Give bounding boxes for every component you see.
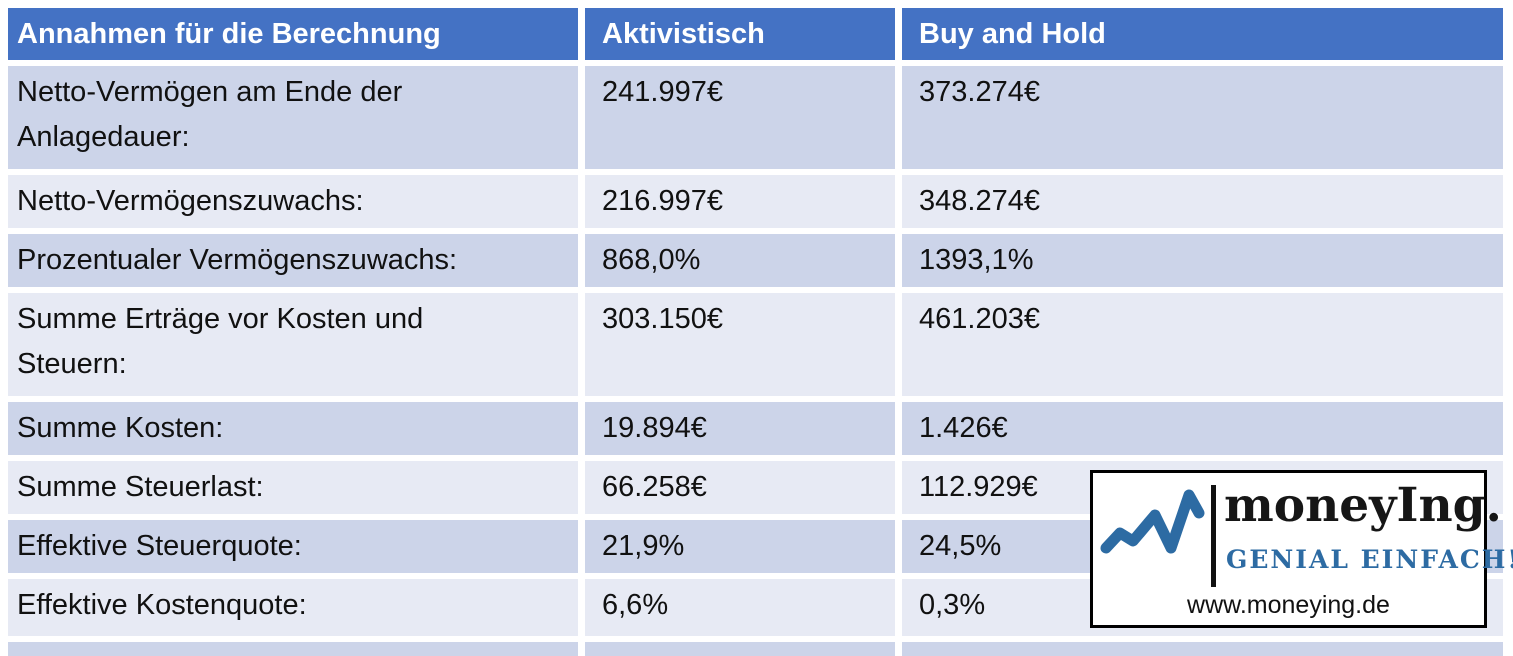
- table-row: Summe Steuerlast: 66.258€ 112.929€: [8, 461, 1503, 514]
- header-aktivistisch: Aktivistisch: [585, 8, 895, 60]
- logo-url-text: www.moneying.de: [1187, 591, 1390, 619]
- table-row: Summe Erträge vor Kosten und Steuern: 30…: [8, 293, 1503, 396]
- moneying-logo: moneyIng. GENIAL EINFACH! www.moneying.d…: [1090, 470, 1513, 628]
- row-label: Summe Steuerlast:: [8, 461, 578, 514]
- value-buy-and-hold: 1393,1%: [902, 234, 1503, 287]
- header-assumptions: Annahmen für die Berechnung: [8, 8, 578, 60]
- value-aktivistisch: 6,6%: [585, 579, 895, 636]
- row-label: Summe Kosten:: [8, 402, 578, 455]
- partial-next-row: [8, 642, 1503, 656]
- row-label: Summe Erträge vor Kosten und Steuern:: [8, 293, 578, 396]
- value-aktivistisch: 66.258€: [585, 461, 895, 514]
- comparison-table: Annahmen für die Berechnung Aktivistisch…: [8, 8, 1503, 656]
- value-aktivistisch: 868,0%: [585, 234, 895, 287]
- table-body: Netto-Vermögen am Ende der Anlagedauer: …: [8, 66, 1503, 636]
- partial-cell: [902, 642, 1503, 656]
- value-aktivistisch: 303.150€: [585, 293, 895, 396]
- logo-brand-text: moneyIng.: [1224, 478, 1502, 533]
- logo-tagline-text: GENIAL EINFACH!: [1226, 545, 1513, 574]
- table-row: Summe Kosten: 19.894€ 1.426€: [8, 402, 1503, 455]
- row-label: Netto-Vermögen am Ende der Anlagedauer:: [8, 66, 578, 169]
- row-label: Netto-Vermögenszuwachs:: [8, 175, 578, 228]
- partial-cell: [585, 642, 895, 656]
- value-buy-and-hold: 348.274€: [902, 175, 1503, 228]
- logo-divider-bar: [1211, 485, 1216, 587]
- header-buy-and-hold: Buy and Hold: [902, 8, 1503, 60]
- row-label: Effektive Kostenquote:: [8, 579, 578, 636]
- table-header-row: Annahmen für die Berechnung Aktivistisch…: [8, 8, 1503, 60]
- stock-chart-icon: [1100, 489, 1205, 554]
- table-row: Netto-Vermögen am Ende der Anlagedauer: …: [8, 66, 1503, 169]
- value-buy-and-hold: 1.426€: [902, 402, 1503, 455]
- row-label: Prozentualer Vermögenszuwachs:: [8, 234, 578, 287]
- value-aktivistisch: 241.997€: [585, 66, 895, 169]
- row-label: Effektive Steuerquote:: [8, 520, 578, 573]
- table-row: Netto-Vermögenszuwachs: 216.997€ 348.274…: [8, 175, 1503, 228]
- value-buy-and-hold: 461.203€: [902, 293, 1503, 396]
- partial-cell: [8, 642, 578, 656]
- value-aktivistisch: 19.894€: [585, 402, 895, 455]
- value-aktivistisch: 21,9%: [585, 520, 895, 573]
- value-buy-and-hold: 373.274€: [902, 66, 1503, 169]
- value-aktivistisch: 216.997€: [585, 175, 895, 228]
- table-row: Prozentualer Vermögenszuwachs: 868,0% 13…: [8, 234, 1503, 287]
